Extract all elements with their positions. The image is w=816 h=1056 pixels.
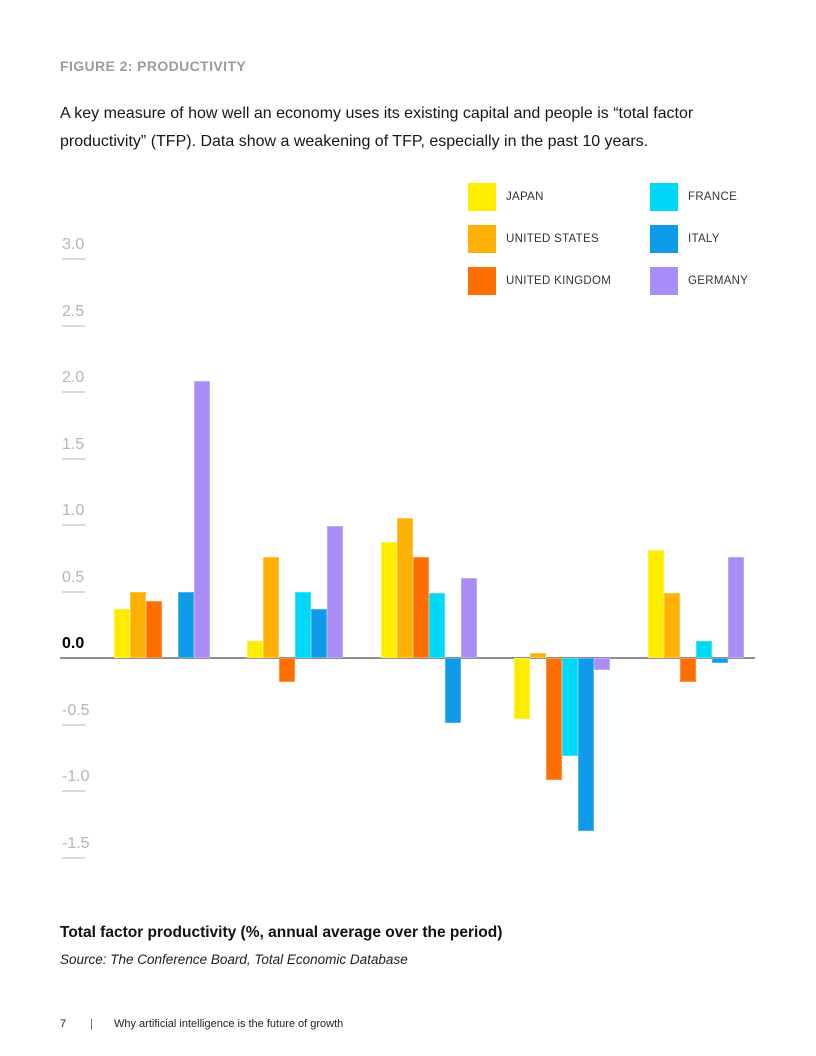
bar-united-kingdom-period-1 — [146, 600, 162, 658]
bar-united-kingdom-period-4 — [546, 658, 563, 781]
bar-france-period-5 — [695, 640, 712, 658]
bar-italy-period-4 — [578, 658, 595, 831]
x-axis-line — [60, 657, 755, 659]
page-number: 7 — [60, 1018, 67, 1030]
y-axis-tick--1.5 — [62, 856, 85, 859]
page-footer: 7 | Why artificial intelligence is the f… — [60, 1018, 343, 1030]
bar-italy-period-5 — [711, 658, 728, 664]
y-axis-label--0.5: -0.5 — [62, 701, 90, 719]
legend-column-2: FRANCE ITALY GERMANY — [650, 183, 816, 309]
bar-japan-period-3 — [380, 542, 397, 658]
legend-label-france: FRANCE — [688, 191, 738, 203]
legend-item-germany: GERMANY — [650, 267, 816, 295]
legend-swatch-france — [650, 183, 678, 211]
legend-swatch-italy — [650, 225, 678, 253]
y-axis-label-2.5: 2.5 — [62, 302, 85, 320]
y-axis-tick--1.0 — [62, 790, 85, 792]
bar-japan-period-2 — [247, 640, 264, 658]
y-axis-label-0.0: 0.0 — [62, 635, 85, 652]
y-axis-tick--0.5 — [62, 723, 85, 726]
figure-label: FIGURE 2: PRODUCTIVITY — [60, 58, 247, 74]
bar-germany-period-4 — [594, 658, 611, 670]
y-axis-label--1.0: -1.0 — [62, 768, 90, 785]
bar-france-period-3 — [428, 592, 445, 658]
bar-united-states-period-5 — [663, 592, 680, 658]
y-axis-label-0.5: 0.5 — [62, 568, 85, 586]
chart-source: Source: The Conference Board, Total Econ… — [60, 952, 408, 967]
bar-germany-period-3 — [460, 578, 477, 658]
bar-japan-period-5 — [647, 550, 664, 658]
legend-item-japan: JAPAN — [468, 183, 650, 211]
y-axis-tick-1.0 — [62, 524, 85, 526]
legend-label-united-states: UNITED STATES — [506, 233, 599, 245]
y-axis-label-3.0: 3.0 — [62, 236, 85, 253]
bar-germany-period-2 — [327, 526, 344, 658]
legend-label-italy: ITALY — [688, 233, 720, 245]
legend-swatch-united-kingdom — [468, 267, 496, 295]
bar-united-states-period-2 — [263, 556, 280, 658]
bar-united-kingdom-period-2 — [279, 658, 296, 682]
y-axis-tick-2.0 — [62, 391, 85, 393]
bar-united-states-period-1 — [130, 591, 146, 658]
y-axis-label-1.5: 1.5 — [62, 435, 85, 453]
legend-swatch-united-states — [468, 225, 496, 253]
bar-italy-period-3 — [444, 658, 461, 724]
footer-separator: | — [90, 1018, 93, 1030]
bar-germany-period-1 — [194, 381, 210, 658]
bar-italy-period-2 — [311, 608, 328, 658]
legend-item-united-states: UNITED STATES — [468, 225, 650, 253]
bar-united-kingdom-period-3 — [412, 556, 429, 658]
bar-germany-period-5 — [727, 556, 744, 658]
bar-france-period-4 — [562, 658, 579, 757]
chart-plot-area: 3.0 2.5 2.0 1.5 1.0 0.5 0.0 -0.5 -1.0 -1.5 — [60, 235, 760, 885]
y-axis-tick-1.5 — [62, 457, 85, 460]
bar-france-period-2 — [295, 591, 312, 658]
y-axis-label-2.0: 2.0 — [62, 369, 85, 386]
figure-description: A key measure of how well an economy use… — [60, 105, 694, 150]
legend-label-germany: GERMANY — [688, 275, 749, 287]
report-title: Why artificial intelligence is the futur… — [114, 1018, 344, 1030]
bar-japan-period-4 — [514, 658, 531, 720]
y-axis-label--1.5: -1.5 — [62, 834, 90, 852]
bar-united-states-period-4 — [530, 652, 547, 658]
chart-caption: Total factor productivity (%, annual ave… — [60, 924, 503, 941]
y-axis-label-1.0: 1.0 — [62, 502, 85, 519]
legend-swatch-germany — [650, 267, 678, 295]
bar-united-kingdom-period-5 — [679, 658, 696, 682]
y-axis-tick-0.5 — [62, 590, 85, 593]
legend-label-united-kingdom: UNITED KINGDOM — [506, 275, 612, 287]
legend-item-france: FRANCE — [650, 183, 816, 211]
legend-item-italy: ITALY — [650, 225, 816, 253]
bar-japan-period-1 — [114, 608, 130, 658]
y-axis-tick-3.0 — [62, 258, 85, 260]
bar-italy-period-1 — [178, 591, 194, 658]
legend-label-japan: JAPAN — [506, 191, 544, 203]
y-axis-tick-2.5 — [62, 324, 85, 327]
legend-column-1: JAPAN UNITED STATES UNITED KINGDOM — [468, 183, 650, 309]
bar-united-states-period-3 — [396, 518, 413, 658]
legend-item-united-kingdom: UNITED KINGDOM — [468, 267, 650, 295]
chart-legend: JAPAN UNITED STATES UNITED KINGDOM FRANCE IT… — [468, 183, 816, 309]
legend-swatch-japan — [468, 183, 496, 211]
